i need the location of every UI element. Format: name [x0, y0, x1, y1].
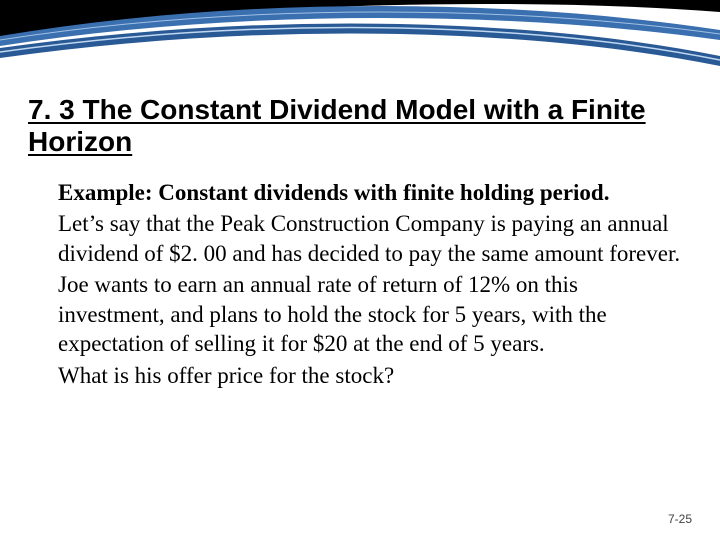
slide: 7. 3 The Constant Dividend Model with a … — [0, 0, 720, 540]
slide-title: 7. 3 The Constant Dividend Model with a … — [28, 94, 696, 158]
example-lead: Example: Constant dividends with finite … — [58, 178, 686, 207]
paragraph-1: Let’s say that the Peak Construction Com… — [58, 209, 686, 268]
top-banner — [0, 0, 720, 84]
body-text: Example: Constant dividends with finite … — [58, 178, 686, 392]
page-number: 7-25 — [668, 512, 692, 526]
paragraph-3: What is his offer price for the stock? — [58, 361, 686, 390]
paragraph-2: Joe wants to earn an annual rate of retu… — [58, 270, 686, 358]
